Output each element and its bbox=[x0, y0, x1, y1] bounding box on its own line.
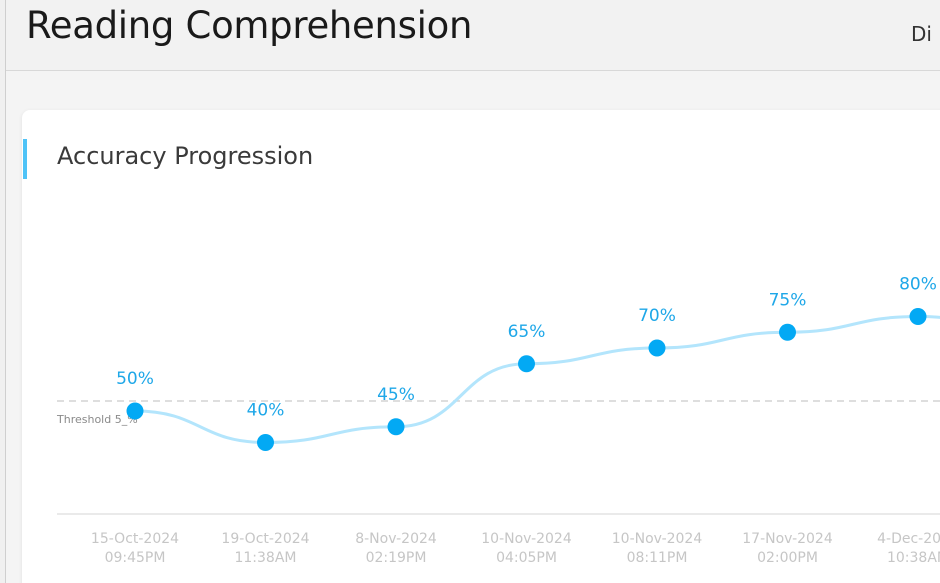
data-label-6: 75% bbox=[769, 290, 807, 310]
x-tick-time-2: 11:38AM bbox=[234, 550, 296, 566]
data-point-4[interactable] bbox=[518, 355, 535, 373]
data-point-1[interactable] bbox=[126, 402, 144, 420]
page-header: Reading Comprehension bbox=[6, 0, 940, 71]
data-point-2[interactable] bbox=[257, 434, 274, 451]
header-action-link[interactable]: Di bbox=[911, 22, 932, 46]
data-label-5: 70% bbox=[638, 306, 676, 326]
x-tick-time-4: 04:05PM bbox=[496, 550, 557, 566]
data-label-1: 50% bbox=[116, 369, 154, 389]
x-tick-date-6: 17-Nov-2024 bbox=[742, 531, 833, 547]
data-point-5[interactable] bbox=[648, 339, 666, 357]
series-line bbox=[134, 314, 940, 445]
x-tick-time-6: 02:00PM bbox=[757, 550, 818, 566]
data-point-6[interactable] bbox=[779, 323, 796, 341]
x-tick-time-3: 02:19PM bbox=[366, 550, 427, 566]
x-tick-date-3: 8-Nov-2024 bbox=[355, 531, 437, 547]
x-tick-date-5: 10-Nov-2024 bbox=[612, 531, 703, 547]
x-tick-date-1: 15-Oct-2024 bbox=[91, 531, 179, 547]
data-label-7: 80% bbox=[899, 275, 937, 295]
x-tick-time-1: 09:45PM bbox=[105, 550, 166, 566]
threshold-label: Threshold 5_% bbox=[56, 413, 138, 426]
left-border bbox=[5, 0, 6, 583]
page-title: Reading Comprehension bbox=[26, 4, 473, 47]
data-label-2: 40% bbox=[247, 401, 285, 421]
data-point-7[interactable] bbox=[909, 308, 927, 325]
data-label-4: 65% bbox=[508, 322, 546, 342]
accuracy-card bbox=[22, 110, 940, 583]
x-tick-time-5: 08:11PM bbox=[627, 550, 688, 566]
x-tick-date-7: 4-Dec-2024 bbox=[877, 531, 940, 547]
x-tick-time-7: 10:38AM bbox=[887, 550, 940, 566]
card-title: Accuracy Progression bbox=[57, 142, 314, 170]
data-label-3: 45% bbox=[377, 385, 415, 405]
card-accent-bar bbox=[23, 139, 27, 179]
x-tick-date-2: 19-Oct-2024 bbox=[221, 531, 309, 547]
data-point-3[interactable] bbox=[387, 418, 405, 436]
x-tick-date-4: 10-Nov-2024 bbox=[481, 531, 572, 547]
